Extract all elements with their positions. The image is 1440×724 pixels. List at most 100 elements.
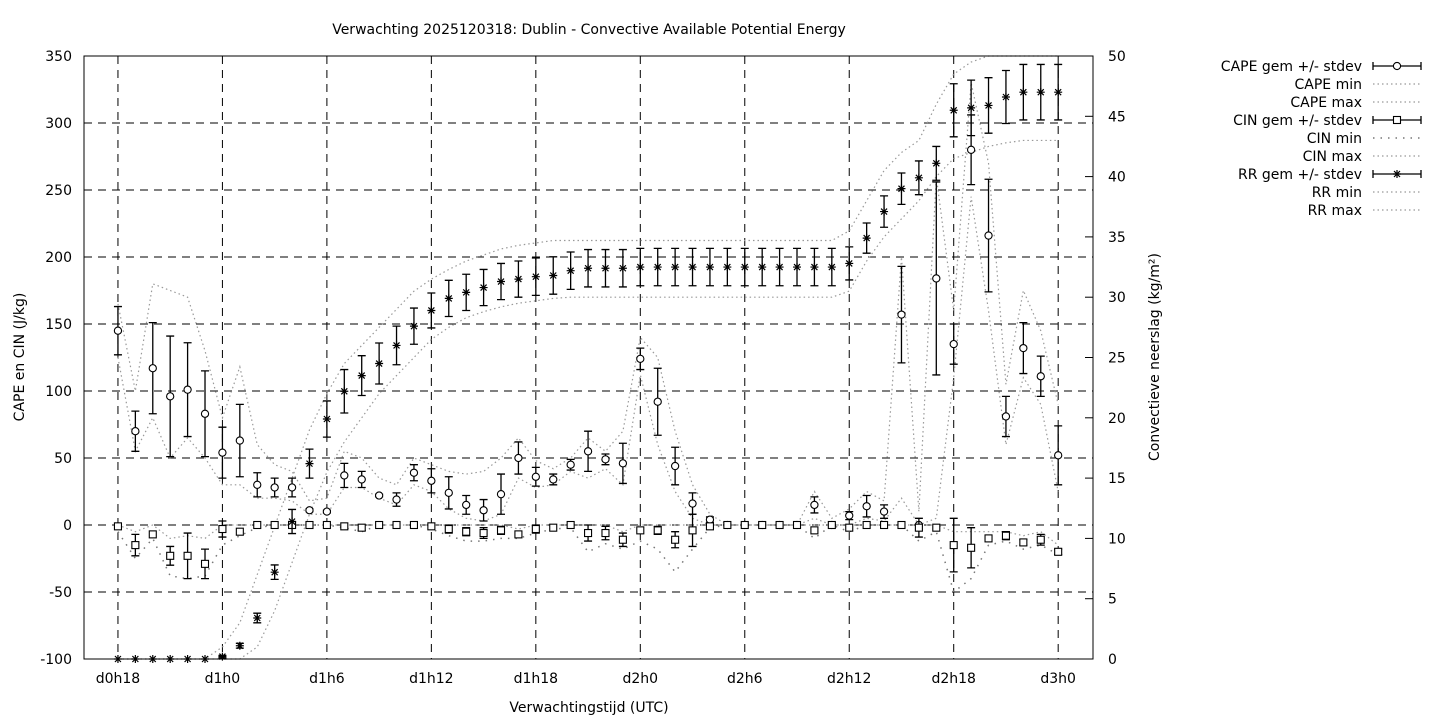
data-point [479, 527, 488, 540]
asterisk-marker [444, 294, 453, 303]
cape-min-line [117, 196, 1059, 526]
asterisk-marker [897, 184, 906, 193]
data-point [810, 247, 819, 287]
square-marker [479, 528, 488, 538]
asterisk-marker [705, 263, 714, 272]
square-marker [166, 551, 175, 560]
circle-marker [1019, 343, 1028, 353]
y-tick-label: 250 [45, 183, 72, 199]
data-point [549, 523, 558, 532]
asterisk-marker [392, 341, 401, 350]
x-axis-label: Verwachtingstijd (UTC) [509, 700, 668, 716]
min-max-lines [117, 55, 1059, 660]
asterisk-marker [810, 263, 819, 272]
data-point [322, 400, 331, 438]
data-point [444, 279, 453, 318]
asterisk-marker [218, 652, 227, 661]
circle-marker [148, 364, 157, 373]
circle-marker [374, 491, 384, 500]
square-marker [601, 528, 610, 538]
square-marker [758, 520, 767, 530]
square-marker [514, 530, 523, 539]
data-point [618, 532, 627, 548]
circle-marker [932, 274, 941, 283]
data-point [444, 524, 453, 534]
data-point [409, 520, 418, 530]
square-marker [880, 520, 889, 530]
square-marker [409, 520, 418, 530]
x-tick-label: d2h18 [931, 671, 975, 687]
asterisk-marker [584, 264, 593, 273]
data-point [270, 477, 279, 498]
x-tick-label: d2h6 [727, 671, 763, 687]
data-point [497, 262, 506, 301]
square-marker [1001, 531, 1010, 540]
asterisk-marker [688, 263, 697, 272]
data-point [305, 506, 314, 515]
square-marker [984, 534, 993, 543]
data-point [671, 531, 680, 549]
data-point [862, 520, 871, 530]
circle-marker [287, 483, 297, 492]
square-marker [340, 522, 349, 531]
circle-marker [845, 511, 854, 520]
asterisk-marker [1019, 88, 1028, 97]
circle-marker [131, 427, 140, 436]
data-point [758, 520, 767, 530]
circle-marker [462, 500, 471, 510]
square-marker [322, 520, 331, 530]
circle-marker [1392, 61, 1402, 71]
data-point [514, 441, 523, 475]
data-point [270, 564, 279, 581]
square-marker [531, 524, 540, 534]
asterisk-marker [758, 263, 767, 272]
data-point [845, 246, 854, 281]
square-marker [845, 523, 854, 532]
square-marker [357, 523, 366, 532]
circle-marker [409, 468, 419, 477]
y-tick-label: -50 [49, 585, 72, 601]
data-point [148, 530, 157, 539]
square-marker [131, 541, 140, 550]
circle-marker [1001, 412, 1011, 421]
asterisk-marker [793, 263, 802, 272]
y-tick-label: 100 [45, 384, 72, 400]
asterisk-marker [235, 641, 244, 650]
data-point [670, 446, 680, 486]
data-point [671, 247, 680, 287]
data-point [967, 79, 976, 137]
square-marker [200, 559, 210, 568]
asterisk-marker [671, 263, 680, 272]
square-marker [932, 523, 941, 532]
asterisk-marker [601, 264, 610, 273]
asterisk-marker [618, 264, 627, 273]
data-point [496, 473, 506, 515]
asterisk-marker [967, 103, 976, 112]
circle-marker [113, 326, 123, 335]
asterisk-marker [531, 272, 540, 281]
data-point [636, 526, 645, 535]
y-tick-label: 150 [45, 317, 72, 333]
data-point [775, 520, 784, 530]
data-point [688, 513, 697, 548]
data-point [653, 525, 662, 536]
data-point [392, 325, 401, 366]
y-axis-label: CAPE en CIN (J/kg) [12, 293, 28, 422]
asterisk-marker [1036, 88, 1045, 97]
data-point [235, 527, 244, 536]
data-point [514, 260, 523, 298]
data-point [340, 462, 349, 489]
data-point [653, 367, 662, 436]
data-point [1036, 533, 1045, 546]
x-tick-label: d1h6 [309, 671, 345, 687]
plot-border [83, 55, 1094, 660]
legend: CAPE gem +/- stdev CAPE min CAPE max CIN ge… [1221, 59, 1422, 219]
square-marker [392, 520, 401, 530]
asterisk-marker [479, 283, 488, 292]
data-point [792, 520, 802, 530]
data-point [705, 247, 714, 287]
asterisk-marker [497, 277, 506, 286]
square-marker [1392, 115, 1402, 125]
data-point [740, 247, 749, 287]
data-point [984, 534, 993, 543]
